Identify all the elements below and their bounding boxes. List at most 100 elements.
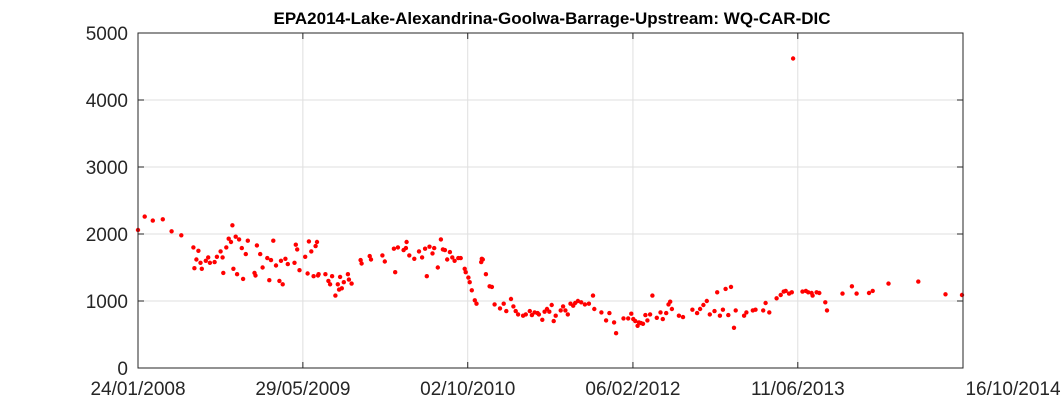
data-point <box>273 263 279 268</box>
data-point <box>621 316 626 321</box>
data-point <box>467 280 472 285</box>
data-point <box>337 274 343 280</box>
data-point <box>368 257 374 262</box>
data-point <box>582 302 588 307</box>
data-point <box>404 239 409 245</box>
data-point <box>565 312 570 317</box>
data-point <box>720 307 726 312</box>
data-point <box>547 309 552 314</box>
data-point <box>463 270 468 275</box>
data-point <box>382 259 387 264</box>
data-point <box>253 273 258 278</box>
data-point <box>761 308 766 313</box>
x-tick-label: 16/10/2014 <box>965 379 1061 400</box>
data-point <box>260 265 265 270</box>
data-point <box>271 238 276 243</box>
data-point <box>327 282 333 287</box>
data-point <box>472 298 477 303</box>
data-point <box>744 310 749 315</box>
data-point <box>492 302 497 307</box>
data-point <box>790 56 796 61</box>
data-point <box>198 260 203 265</box>
data-point <box>285 261 290 267</box>
data-point <box>676 313 682 318</box>
x-tick-label: 06/02/2012 <box>585 379 680 400</box>
data-point <box>540 317 545 322</box>
data-point <box>560 304 566 309</box>
data-point <box>445 257 450 262</box>
data-point <box>586 301 592 306</box>
data-point <box>430 251 435 256</box>
data-point <box>199 266 204 271</box>
x-tick-label: 02/10/2010 <box>420 379 515 400</box>
data-point <box>305 271 310 276</box>
y-tick-label: 2000 <box>86 225 128 246</box>
data-point <box>424 274 429 279</box>
axes-box <box>137 32 964 369</box>
data-point <box>277 278 282 284</box>
data-point <box>341 280 346 285</box>
data-point <box>450 255 455 260</box>
data-point <box>668 299 673 304</box>
data-point <box>723 286 728 292</box>
data-point <box>823 300 828 305</box>
data-point <box>515 312 521 317</box>
data-point <box>633 318 638 324</box>
data-point <box>245 238 250 243</box>
data-point <box>504 308 509 314</box>
y-tick-label: 1000 <box>86 292 128 313</box>
data-point <box>346 277 352 282</box>
data-point <box>160 217 165 222</box>
data-point <box>511 304 516 309</box>
data-point <box>536 312 542 317</box>
data-point <box>854 291 859 296</box>
data-point <box>731 325 737 330</box>
data-point <box>575 298 581 304</box>
data-point <box>191 245 196 250</box>
data-point <box>150 218 155 223</box>
data-point <box>943 292 948 297</box>
data-point <box>303 254 308 259</box>
data-point <box>278 258 284 263</box>
data-point <box>806 290 811 295</box>
data-point <box>416 249 422 254</box>
data-point <box>349 281 354 286</box>
data-point <box>810 293 815 298</box>
data-point <box>194 257 199 262</box>
data-point <box>323 272 328 277</box>
data-point <box>916 279 921 284</box>
data-point <box>329 274 335 279</box>
data-point <box>480 257 485 262</box>
data-point <box>497 306 503 311</box>
data-point <box>697 306 703 312</box>
data-point <box>553 313 558 318</box>
data-point <box>763 300 768 306</box>
data-point <box>407 253 412 258</box>
data-point <box>367 253 372 259</box>
data-point <box>469 288 474 293</box>
data-point <box>650 293 655 298</box>
data-point <box>513 308 518 314</box>
data-point <box>660 316 665 322</box>
data-point <box>529 312 535 318</box>
data-point <box>778 292 783 298</box>
x-tick-label: 11/06/2013 <box>751 379 845 400</box>
data-point <box>680 314 686 320</box>
data-point <box>438 237 444 242</box>
data-point <box>774 296 779 301</box>
data-point <box>767 310 772 315</box>
data-point <box>335 282 340 287</box>
data-point <box>314 239 320 245</box>
data-point <box>701 302 706 308</box>
data-point <box>733 308 738 313</box>
data-point <box>592 306 597 312</box>
data-point <box>789 290 794 295</box>
data-point <box>474 301 479 306</box>
data-point <box>741 313 747 318</box>
data-point <box>728 284 734 290</box>
chart-title: EPA2014-Lake-Alexandrina-Goolwa-Barrage-… <box>273 9 830 28</box>
data-point <box>206 255 211 260</box>
data-point <box>707 312 712 317</box>
x-tick-label: 29/05/2009 <box>255 379 350 400</box>
